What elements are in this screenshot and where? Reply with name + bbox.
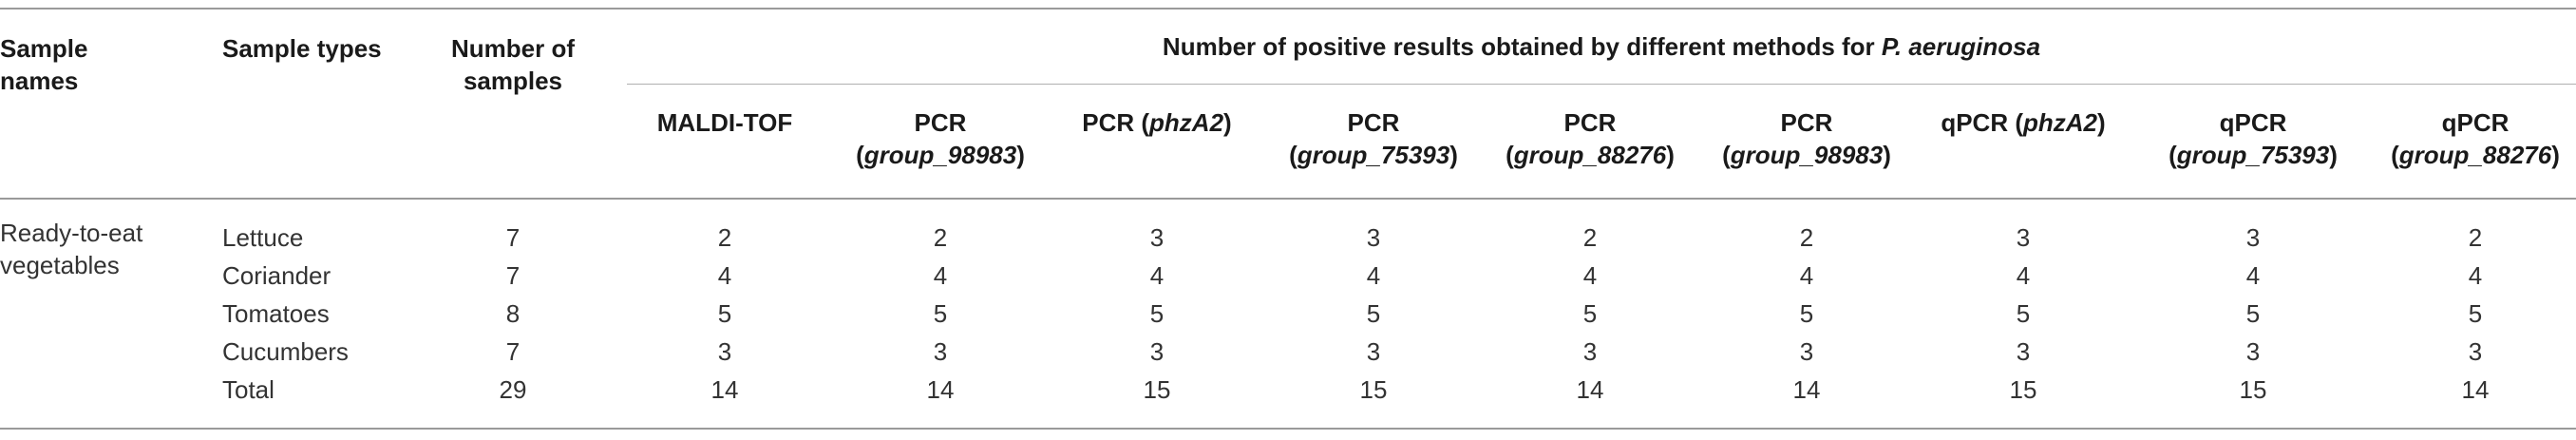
result-cell: 14 [1792,375,1821,404]
result-cell: 5 [1799,299,1814,328]
result-cell: 4 [1149,261,1165,290]
header-sample-types: Sample types [222,34,382,63]
result-cell: 3 [717,337,732,366]
result-cell: 14 [926,375,955,404]
header-sample-names: Sample names [0,34,88,95]
result-cell: 4 [1366,261,1381,290]
result-cell: 5 [2016,299,2031,328]
result-cell: 4 [1582,261,1598,290]
sample-count-cell: 7 [505,223,521,252]
result-cell: 14 [2461,375,2490,404]
table-bottom-rule [0,428,2576,430]
result-cell: 2 [1582,223,1598,252]
result-cell: 5 [1582,299,1598,328]
result-cell: 3 [2016,337,2031,366]
result-cell: 4 [2245,261,2261,290]
result-cell: 15 [2009,375,2037,404]
method-header-qpcr-phza2: qPCR (phzA2) [1941,108,2106,137]
result-cell: 3 [1149,337,1165,366]
header-spanner: Number of positive results obtained by d… [1162,32,2041,61]
result-cell: 3 [2016,223,2031,252]
sample-count-cell: 8 [505,299,521,328]
result-cell: 5 [717,299,732,328]
sample-count-cell: 7 [505,261,521,290]
result-cell: 4 [1799,261,1814,290]
sample-count-cell: 7 [505,337,521,366]
result-cell: 5 [2245,299,2261,328]
result-cell: 3 [2245,223,2261,252]
result-cell: 2 [1799,223,1814,252]
sample-type-cell: Tomatoes [222,299,330,328]
result-cell: 3 [933,337,948,366]
header-bottom-rule [0,198,2576,200]
result-cell: 3 [2245,337,2261,366]
method-header-maldi-tof: MALDI-TOF [656,108,793,137]
result-cell: 2 [933,223,948,252]
result-cell: 15 [1359,375,1388,404]
sample-type-cell: Coriander [222,261,331,290]
result-cell: 4 [933,261,948,290]
result-cell: 3 [1582,337,1598,366]
result-cell: 2 [717,223,732,252]
result-cell: 14 [710,375,739,404]
method-header-qpcr-group-88276: qPCR (group_88276) [2391,108,2560,169]
organism-name: P. aeruginosa [1881,32,2041,61]
sample-count-cell: 29 [499,375,527,404]
result-cell: 15 [1143,375,1171,404]
header-number-of-samples: Number of samples [451,34,575,95]
result-cell: 5 [1366,299,1381,328]
result-cell: 3 [2468,337,2483,366]
sample-type-cell: Cucumbers [222,337,349,366]
result-cell: 5 [2468,299,2483,328]
method-header-pcr-group-98983: PCR (group_98983) [856,108,1025,169]
result-cell: 3 [1366,223,1381,252]
spanner-rule [627,84,2576,85]
group-label: Ready-to-eat vegetables [0,219,143,279]
method-header-qpcr-group-75393: qPCR (group_75393) [2169,108,2338,169]
method-header-pcr-phza2: PCR (phzA2) [1082,108,1232,137]
sample-type-cell: Lettuce [222,223,304,252]
method-header-pcr-group-75393: PCR (group_75393) [1289,108,1458,169]
result-cell: 5 [1149,299,1165,328]
result-cell: 4 [717,261,732,290]
result-cell: 2 [2468,223,2483,252]
result-cell: 15 [2239,375,2267,404]
result-cell: 3 [1149,223,1165,252]
method-header-pcr-group-98983-b: PCR (group_98983) [1722,108,1891,169]
table-top-rule [0,8,2576,10]
result-cell: 3 [1799,337,1814,366]
result-cell: 4 [2468,261,2483,290]
result-cell: 4 [2016,261,2031,290]
method-header-pcr-group-88276: PCR (group_88276) [1506,108,1675,169]
result-cell: 3 [1366,337,1381,366]
result-cell: 5 [933,299,948,328]
result-cell: 14 [1576,375,1604,404]
sample-type-cell: Total [222,375,275,404]
